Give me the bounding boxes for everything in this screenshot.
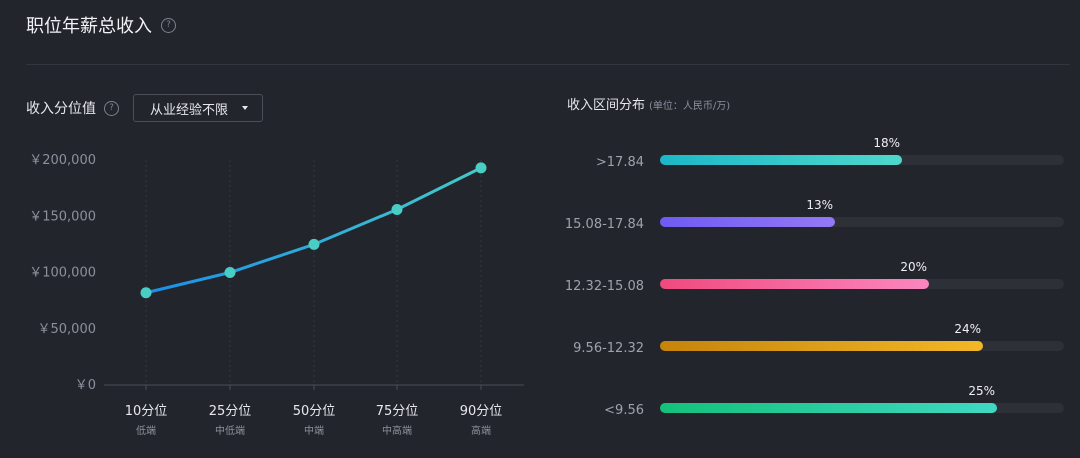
bar-fill[interactable] bbox=[660, 155, 902, 165]
bar-category-label: >17.84 bbox=[595, 155, 644, 170]
bar-track: 24% bbox=[660, 322, 1064, 351]
bar-value-label: 24% bbox=[954, 322, 981, 336]
bar-value-label: 13% bbox=[806, 198, 833, 212]
x-tick-sublabel: 中高端 bbox=[382, 424, 412, 437]
data-point-5[interactable] bbox=[475, 162, 487, 174]
bar-category-label: 9.56-12.32 bbox=[573, 341, 644, 356]
x-tick-label: 75分位 bbox=[376, 404, 419, 419]
bar-track: 18% bbox=[660, 136, 1064, 165]
x-tick-label: 25分位 bbox=[209, 404, 252, 419]
experience-dropdown-value: 从业经验不限 bbox=[150, 102, 229, 118]
y-tick-label: ￥150,000 bbox=[29, 209, 96, 224]
page-title: 职位年薪总收入 bbox=[26, 16, 152, 37]
bar-fill[interactable] bbox=[660, 217, 835, 227]
chevron-down-icon bbox=[242, 106, 248, 110]
bar-category-label: 15.08-17.84 bbox=[564, 217, 644, 232]
bar-value-label: 18% bbox=[873, 136, 900, 150]
x-tick-sublabel: 低端 bbox=[136, 424, 156, 437]
bar-track: 20% bbox=[660, 260, 1064, 289]
y-tick-label: ￥100,000 bbox=[29, 266, 96, 281]
distribution-header: 收入区间分布 (单位：人民币/万) bbox=[567, 94, 730, 113]
divider bbox=[26, 64, 1070, 65]
bar-category-label: 12.32-15.08 bbox=[564, 279, 644, 294]
bar-fill[interactable] bbox=[660, 403, 997, 413]
data-point-1[interactable] bbox=[140, 287, 152, 299]
bar-fill[interactable] bbox=[660, 279, 929, 289]
page-title-group: 职位年薪总收入 ? bbox=[26, 12, 176, 38]
x-tick-sublabel: 中端 bbox=[304, 424, 324, 437]
bar-value-label: 20% bbox=[900, 260, 927, 274]
bar-category-label: <9.56 bbox=[604, 403, 644, 418]
x-tick-sublabel: 中低端 bbox=[215, 424, 245, 437]
x-tick-label: 90分位 bbox=[460, 404, 503, 419]
y-tick-label: ￥50,000 bbox=[38, 322, 97, 337]
distribution-title: 收入区间分布 bbox=[567, 98, 646, 113]
x-tick-label: 10分位 bbox=[125, 404, 168, 419]
percentile-header: 收入分位值 ? 从业经验不限 bbox=[26, 94, 263, 122]
x-tick-label: 50分位 bbox=[293, 404, 336, 419]
percentile-line-chart: ￥200,000 ￥150,000 ￥100,000 ￥50,000 ￥0 10分位低端… bbox=[29, 153, 524, 437]
y-tick-label: ￥0 bbox=[75, 378, 96, 393]
y-tick-label: ￥200,000 bbox=[29, 153, 96, 168]
help-icon[interactable]: ? bbox=[161, 17, 176, 33]
bar-value-label: 25% bbox=[968, 384, 995, 398]
percentile-help-icon[interactable]: ? bbox=[104, 100, 119, 116]
bar-track: 13% bbox=[660, 198, 1064, 227]
percentile-label: 收入分位值 bbox=[26, 101, 96, 117]
bar-track: 25% bbox=[660, 384, 1064, 413]
experience-dropdown[interactable]: 从业经验不限 bbox=[133, 94, 263, 122]
data-point-3[interactable] bbox=[308, 238, 320, 250]
distribution-unit: (单位：人民币/万) bbox=[649, 101, 731, 112]
data-point-2[interactable] bbox=[224, 267, 236, 278]
x-tick-sublabel: 高端 bbox=[471, 424, 491, 437]
data-point-4[interactable] bbox=[391, 204, 403, 215]
bar-fill[interactable] bbox=[660, 341, 983, 351]
